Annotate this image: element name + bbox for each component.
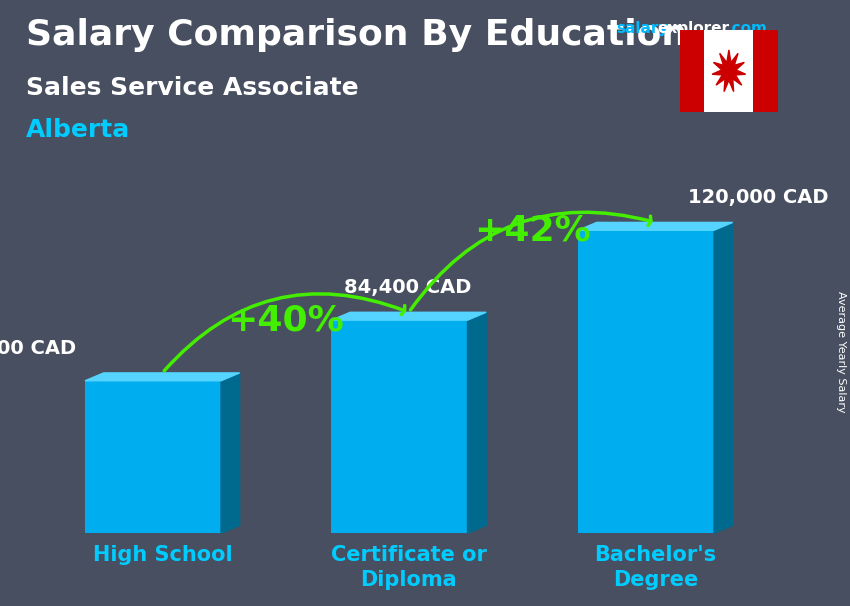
Bar	[578, 230, 714, 533]
Text: Average Yearly Salary: Average Yearly Salary	[836, 291, 846, 412]
Text: Salary Comparison By Education: Salary Comparison By Education	[26, 18, 687, 52]
Text: +40%: +40%	[227, 303, 344, 338]
Text: 60,400 CAD: 60,400 CAD	[0, 339, 76, 358]
Polygon shape	[221, 373, 240, 533]
Polygon shape	[85, 373, 240, 381]
Text: +42%: +42%	[473, 213, 591, 247]
Polygon shape	[714, 222, 733, 533]
Text: Certificate or
Diploma: Certificate or Diploma	[331, 545, 487, 590]
Text: Alberta: Alberta	[26, 118, 130, 142]
Text: 84,400 CAD: 84,400 CAD	[344, 278, 472, 297]
Bar	[705, 30, 753, 112]
Polygon shape	[468, 312, 486, 533]
Text: Bachelor's
Degree: Bachelor's Degree	[594, 545, 717, 590]
Text: High School: High School	[93, 545, 232, 565]
Bar	[85, 381, 221, 533]
Text: 120,000 CAD: 120,000 CAD	[688, 188, 829, 207]
Text: explorer: explorer	[657, 21, 729, 36]
Bar	[332, 320, 468, 533]
Polygon shape	[332, 312, 486, 320]
Polygon shape	[578, 222, 733, 230]
Text: .com: .com	[727, 21, 768, 36]
Polygon shape	[712, 50, 745, 92]
Text: Sales Service Associate: Sales Service Associate	[26, 76, 358, 100]
Text: salary: salary	[616, 21, 669, 36]
